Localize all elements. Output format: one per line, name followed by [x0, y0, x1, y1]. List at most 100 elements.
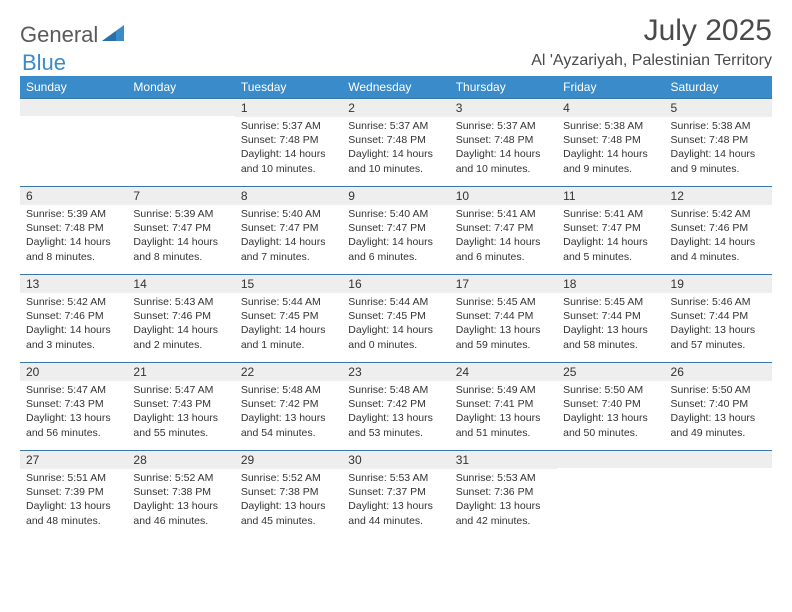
day-info: Sunrise: 5:45 AMSunset: 7:44 PMDaylight:… [450, 293, 557, 356]
brand-text-blue: Blue [22, 50, 66, 75]
day-cell: 30Sunrise: 5:53 AMSunset: 7:37 PMDayligh… [342, 450, 449, 538]
empty-cell [665, 450, 772, 538]
empty-date-row [127, 98, 234, 116]
day-cell: 12Sunrise: 5:42 AMSunset: 7:46 PMDayligh… [665, 186, 772, 274]
calendar-body: 1Sunrise: 5:37 AMSunset: 7:48 PMDaylight… [20, 98, 772, 538]
day-cell: 6Sunrise: 5:39 AMSunset: 7:48 PMDaylight… [20, 186, 127, 274]
day-cell: 11Sunrise: 5:41 AMSunset: 7:47 PMDayligh… [557, 186, 664, 274]
day-info: Sunrise: 5:50 AMSunset: 7:40 PMDaylight:… [665, 381, 772, 444]
day-cell: 18Sunrise: 5:45 AMSunset: 7:44 PMDayligh… [557, 274, 664, 362]
day-info: Sunrise: 5:45 AMSunset: 7:44 PMDaylight:… [557, 293, 664, 356]
day-info: Sunrise: 5:42 AMSunset: 7:46 PMDaylight:… [665, 205, 772, 268]
date-number: 3 [450, 98, 557, 117]
title-block: July 2025 Al 'Ayzariyah, Palestinian Ter… [531, 14, 772, 70]
date-number: 16 [342, 274, 449, 293]
date-number: 11 [557, 186, 664, 205]
date-number: 7 [127, 186, 234, 205]
day-header-row: Sunday Monday Tuesday Wednesday Thursday… [20, 76, 772, 98]
day-cell: 27Sunrise: 5:51 AMSunset: 7:39 PMDayligh… [20, 450, 127, 538]
brand-text-general: General [20, 22, 98, 48]
day-info: Sunrise: 5:42 AMSunset: 7:46 PMDaylight:… [20, 293, 127, 356]
day-cell: 19Sunrise: 5:46 AMSunset: 7:44 PMDayligh… [665, 274, 772, 362]
day-info: Sunrise: 5:53 AMSunset: 7:37 PMDaylight:… [342, 469, 449, 532]
calendar-week-row: 13Sunrise: 5:42 AMSunset: 7:46 PMDayligh… [20, 274, 772, 362]
location-subtitle: Al 'Ayzariyah, Palestinian Territory [531, 52, 772, 70]
brand-logo: General [20, 14, 128, 48]
day-info: Sunrise: 5:47 AMSunset: 7:43 PMDaylight:… [127, 381, 234, 444]
day-header-tue: Tuesday [235, 76, 342, 98]
date-number: 26 [665, 362, 772, 381]
empty-cell [127, 98, 234, 186]
date-number: 12 [665, 186, 772, 205]
day-cell: 16Sunrise: 5:44 AMSunset: 7:45 PMDayligh… [342, 274, 449, 362]
day-cell: 10Sunrise: 5:41 AMSunset: 7:47 PMDayligh… [450, 186, 557, 274]
day-cell: 3Sunrise: 5:37 AMSunset: 7:48 PMDaylight… [450, 98, 557, 186]
day-info: Sunrise: 5:43 AMSunset: 7:46 PMDaylight:… [127, 293, 234, 356]
date-number: 17 [450, 274, 557, 293]
date-number: 6 [20, 186, 127, 205]
day-info: Sunrise: 5:52 AMSunset: 7:38 PMDaylight:… [127, 469, 234, 532]
day-info: Sunrise: 5:46 AMSunset: 7:44 PMDaylight:… [665, 293, 772, 356]
day-info: Sunrise: 5:39 AMSunset: 7:48 PMDaylight:… [20, 205, 127, 268]
date-number: 15 [235, 274, 342, 293]
calendar-week-row: 27Sunrise: 5:51 AMSunset: 7:39 PMDayligh… [20, 450, 772, 538]
month-title: July 2025 [531, 14, 772, 48]
day-info: Sunrise: 5:52 AMSunset: 7:38 PMDaylight:… [235, 469, 342, 532]
date-number: 30 [342, 450, 449, 469]
calendar-week-row: 20Sunrise: 5:47 AMSunset: 7:43 PMDayligh… [20, 362, 772, 450]
empty-cell [557, 450, 664, 538]
day-cell: 22Sunrise: 5:48 AMSunset: 7:42 PMDayligh… [235, 362, 342, 450]
day-cell: 7Sunrise: 5:39 AMSunset: 7:47 PMDaylight… [127, 186, 234, 274]
date-number: 5 [665, 98, 772, 117]
day-header-wed: Wednesday [342, 76, 449, 98]
day-cell: 9Sunrise: 5:40 AMSunset: 7:47 PMDaylight… [342, 186, 449, 274]
date-number: 20 [20, 362, 127, 381]
day-cell: 20Sunrise: 5:47 AMSunset: 7:43 PMDayligh… [20, 362, 127, 450]
calendar-week-row: 1Sunrise: 5:37 AMSunset: 7:48 PMDaylight… [20, 98, 772, 186]
day-info: Sunrise: 5:37 AMSunset: 7:48 PMDaylight:… [342, 117, 449, 180]
day-info: Sunrise: 5:41 AMSunset: 7:47 PMDaylight:… [557, 205, 664, 268]
empty-date-row [665, 450, 772, 468]
date-number: 21 [127, 362, 234, 381]
day-info: Sunrise: 5:49 AMSunset: 7:41 PMDaylight:… [450, 381, 557, 444]
empty-date-row [557, 450, 664, 468]
day-cell: 24Sunrise: 5:49 AMSunset: 7:41 PMDayligh… [450, 362, 557, 450]
day-cell: 8Sunrise: 5:40 AMSunset: 7:47 PMDaylight… [235, 186, 342, 274]
day-header-sun: Sunday [20, 76, 127, 98]
day-cell: 2Sunrise: 5:37 AMSunset: 7:48 PMDaylight… [342, 98, 449, 186]
date-number: 28 [127, 450, 234, 469]
day-cell: 1Sunrise: 5:37 AMSunset: 7:48 PMDaylight… [235, 98, 342, 186]
day-cell: 31Sunrise: 5:53 AMSunset: 7:36 PMDayligh… [450, 450, 557, 538]
date-number: 29 [235, 450, 342, 469]
day-info: Sunrise: 5:40 AMSunset: 7:47 PMDaylight:… [342, 205, 449, 268]
date-number: 27 [20, 450, 127, 469]
day-info: Sunrise: 5:44 AMSunset: 7:45 PMDaylight:… [235, 293, 342, 356]
date-number: 31 [450, 450, 557, 469]
calendar-week-row: 6Sunrise: 5:39 AMSunset: 7:48 PMDaylight… [20, 186, 772, 274]
day-info: Sunrise: 5:50 AMSunset: 7:40 PMDaylight:… [557, 381, 664, 444]
date-number: 24 [450, 362, 557, 381]
day-info: Sunrise: 5:51 AMSunset: 7:39 PMDaylight:… [20, 469, 127, 532]
date-number: 4 [557, 98, 664, 117]
day-info: Sunrise: 5:38 AMSunset: 7:48 PMDaylight:… [557, 117, 664, 180]
day-cell: 14Sunrise: 5:43 AMSunset: 7:46 PMDayligh… [127, 274, 234, 362]
date-number: 23 [342, 362, 449, 381]
date-number: 1 [235, 98, 342, 117]
day-info: Sunrise: 5:37 AMSunset: 7:48 PMDaylight:… [450, 117, 557, 180]
date-number: 9 [342, 186, 449, 205]
date-number: 22 [235, 362, 342, 381]
day-info: Sunrise: 5:37 AMSunset: 7:48 PMDaylight:… [235, 117, 342, 180]
day-info: Sunrise: 5:48 AMSunset: 7:42 PMDaylight:… [235, 381, 342, 444]
day-info: Sunrise: 5:40 AMSunset: 7:47 PMDaylight:… [235, 205, 342, 268]
day-cell: 28Sunrise: 5:52 AMSunset: 7:38 PMDayligh… [127, 450, 234, 538]
date-number: 2 [342, 98, 449, 117]
day-info: Sunrise: 5:48 AMSunset: 7:42 PMDaylight:… [342, 381, 449, 444]
day-cell: 4Sunrise: 5:38 AMSunset: 7:48 PMDaylight… [557, 98, 664, 186]
date-number: 14 [127, 274, 234, 293]
date-number: 8 [235, 186, 342, 205]
empty-cell [20, 98, 127, 186]
date-number: 18 [557, 274, 664, 293]
day-cell: 13Sunrise: 5:42 AMSunset: 7:46 PMDayligh… [20, 274, 127, 362]
day-cell: 29Sunrise: 5:52 AMSunset: 7:38 PMDayligh… [235, 450, 342, 538]
date-number: 10 [450, 186, 557, 205]
